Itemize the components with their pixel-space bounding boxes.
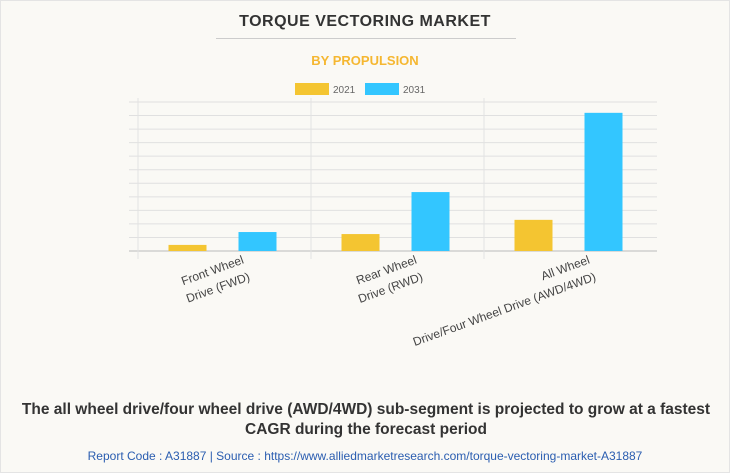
bar-2021-0 — [168, 244, 207, 251]
bar-2031-1 — [411, 192, 450, 251]
x-tick-label: All WheelDrive/Four Wheel Drive (AWD/4WD… — [405, 253, 598, 349]
source-line[interactable]: Report Code : A31887 | Source : https://… — [87, 449, 643, 463]
legend-swatch-2021 — [295, 83, 329, 95]
x-tick-label: Front WheelDrive (FWD) — [178, 253, 252, 306]
bar-2031-0 — [238, 232, 277, 251]
legend-label-2021: 2021 — [333, 85, 356, 96]
title-divider — [216, 38, 516, 39]
legend-swatch-2031 — [365, 83, 399, 95]
bar-2021-2 — [514, 219, 553, 251]
chart-subtitle: BY PROPULSION — [311, 53, 419, 68]
x-tick-label: Rear WheelDrive (RWD) — [350, 253, 425, 306]
x-tick-label-line: Drive/Four Wheel Drive (AWD/4WD) — [411, 270, 598, 349]
legend-label-2031: 2031 — [403, 85, 426, 96]
bar-2021-1 — [341, 234, 380, 251]
chart-caption: The all wheel drive/four wheel drive (AW… — [21, 401, 711, 438]
chart-title: TORQUE VECTORING MARKET — [239, 13, 491, 30]
bar-chart: 2021 2031 Front WheelDrive (FWD) Rear Wheel… — [129, 83, 657, 349]
bar-2031-2 — [584, 112, 623, 251]
